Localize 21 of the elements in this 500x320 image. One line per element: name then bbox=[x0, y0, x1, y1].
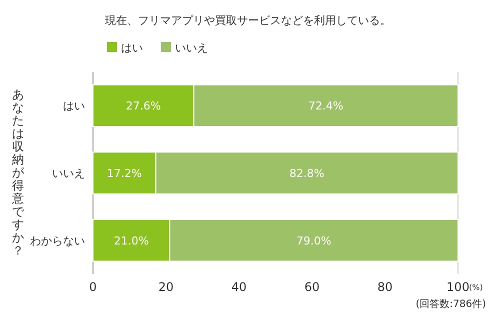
x-tick-label: 100 bbox=[446, 280, 470, 294]
text: (回答数:786件) bbox=[416, 298, 486, 310]
data-label: 79.0% bbox=[296, 234, 332, 248]
text: あなたは収納が得意ですか？ bbox=[12, 88, 24, 258]
x-tick-label: 80 bbox=[377, 280, 393, 294]
data-label: 17.2% bbox=[106, 167, 142, 180]
data-label: 27.6% bbox=[126, 100, 161, 113]
data-label: 72.4% bbox=[308, 100, 344, 113]
chart-title: 現在、フリマアプリや買取サービスなどを利用している。 bbox=[105, 14, 391, 27]
y-tick-label: わからない bbox=[30, 234, 85, 248]
legend-label: はい bbox=[121, 42, 143, 54]
data-label: 82.8% bbox=[289, 167, 324, 180]
x-axis-title: (%) bbox=[469, 283, 483, 292]
x-tick-label: 40 bbox=[231, 280, 247, 294]
y-tick-label: いいえ bbox=[52, 167, 85, 180]
data-label: 21.0% bbox=[114, 234, 149, 248]
y-tick-label: はい bbox=[63, 100, 85, 113]
text: いいえ bbox=[175, 42, 208, 54]
x-tick-label: 60 bbox=[304, 280, 320, 294]
x-tick-label: 0 bbox=[89, 280, 97, 294]
x-tick-label: 20 bbox=[158, 280, 174, 294]
